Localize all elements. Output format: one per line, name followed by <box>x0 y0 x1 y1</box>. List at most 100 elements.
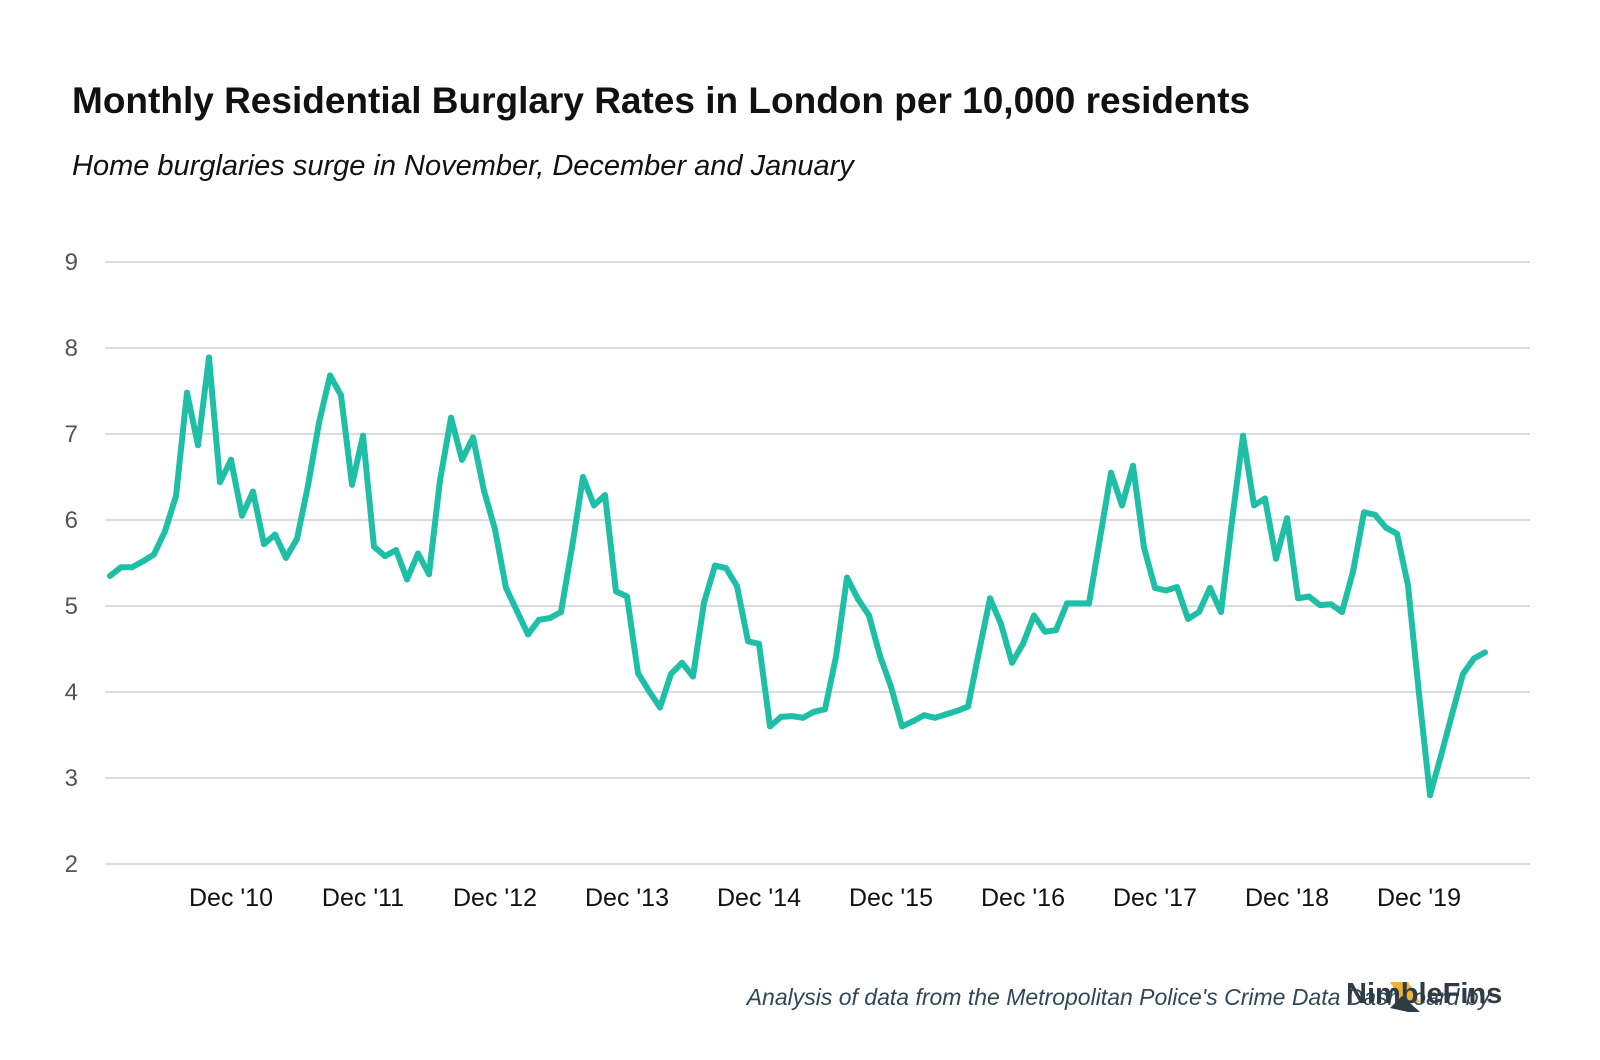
data-point <box>1141 544 1147 551</box>
data-point <box>569 544 575 551</box>
data-point <box>195 442 201 449</box>
x-tick-label: Dec '15 <box>849 884 933 912</box>
data-point <box>954 707 960 714</box>
data-point <box>459 456 465 463</box>
x-tick-label: Dec '11 <box>322 884 404 912</box>
data-point <box>679 659 685 666</box>
data-point <box>1295 595 1301 602</box>
data-point <box>360 432 366 439</box>
data-point <box>657 704 663 711</box>
data-point <box>1394 530 1400 537</box>
y-tick-label: 9 <box>65 249 78 276</box>
data-point <box>1053 627 1059 634</box>
data-point <box>162 528 168 535</box>
data-point <box>1471 655 1477 662</box>
data-point <box>283 554 289 561</box>
y-tick-label: 2 <box>65 851 78 878</box>
data-point <box>1086 600 1092 607</box>
data-point <box>536 616 542 623</box>
data-point <box>1361 509 1367 516</box>
data-point <box>1449 711 1455 718</box>
data-point <box>1383 524 1389 531</box>
data-point <box>1251 502 1257 509</box>
y-axis: 2 3 4 5 6 7 8 9 <box>65 249 78 878</box>
data-point <box>635 670 641 677</box>
data-point <box>789 713 795 720</box>
data-point <box>943 711 949 718</box>
y-tick-label: 6 <box>65 507 78 534</box>
data-point <box>1405 582 1411 589</box>
data-point <box>1240 432 1246 439</box>
data-point <box>998 621 1004 628</box>
data-point <box>1031 612 1037 619</box>
x-tick-label: Dec '10 <box>189 884 273 912</box>
data-point <box>624 593 630 600</box>
data-point <box>503 584 509 591</box>
data-point <box>1317 602 1323 609</box>
data-point <box>877 652 883 659</box>
data-point <box>492 526 498 533</box>
data-point <box>470 434 476 441</box>
data-point <box>800 714 806 721</box>
data-point <box>415 550 421 557</box>
data-point <box>338 392 344 399</box>
data-point <box>1174 584 1180 591</box>
data-point <box>228 456 234 463</box>
data-point <box>1350 568 1356 575</box>
data-point <box>1163 587 1169 594</box>
data-point <box>1152 584 1158 591</box>
data-point <box>250 488 256 495</box>
data-point <box>1130 462 1136 469</box>
x-tick-label: Dec '16 <box>981 884 1065 912</box>
data-point <box>745 638 751 645</box>
x-tick-label: Dec '19 <box>1377 884 1461 912</box>
data-point <box>1306 593 1312 600</box>
data-point <box>261 541 267 548</box>
data-point <box>690 673 696 680</box>
y-tick-label: 7 <box>65 421 78 448</box>
data-point <box>558 609 564 616</box>
data-point <box>393 547 399 554</box>
x-tick-label: Dec '18 <box>1245 884 1329 912</box>
y-tick-label: 5 <box>65 593 78 620</box>
data-point <box>217 479 223 486</box>
source-note: Analysis of data from the Metropolitan P… <box>746 984 1490 1010</box>
y-tick-label: 3 <box>65 765 78 792</box>
data-point <box>899 723 905 730</box>
data-point <box>547 615 553 622</box>
data-point <box>723 565 729 572</box>
data-point <box>294 535 300 542</box>
data-point <box>151 551 157 558</box>
data-point <box>118 564 124 571</box>
data-point <box>921 712 927 719</box>
data-point <box>272 531 278 538</box>
data-point <box>987 595 993 602</box>
data-point <box>349 481 355 488</box>
data-point <box>591 502 597 509</box>
data-point <box>910 718 916 725</box>
data-point <box>701 599 707 606</box>
brand-name: NimbleFins <box>1346 978 1503 1010</box>
y-tick-label: 8 <box>65 335 78 362</box>
data-point <box>1196 609 1202 616</box>
data-point <box>1064 600 1070 607</box>
data-point <box>1119 502 1125 509</box>
data-point <box>437 477 443 484</box>
data-point <box>1328 601 1334 608</box>
data-point <box>833 653 839 660</box>
data-point <box>712 562 718 569</box>
data-point <box>888 683 894 690</box>
chart-title: Monthly Residential Burglary Rates in Lo… <box>72 80 1251 121</box>
data-point <box>965 703 971 710</box>
data-point <box>1416 690 1422 697</box>
data-point <box>1372 511 1378 518</box>
data-point <box>481 487 487 494</box>
data-point <box>756 640 762 647</box>
data-point <box>107 572 113 579</box>
data-point <box>140 558 146 565</box>
data-point <box>448 414 454 421</box>
data-point <box>932 714 938 721</box>
data-point <box>206 354 212 361</box>
data-point <box>1284 515 1290 522</box>
